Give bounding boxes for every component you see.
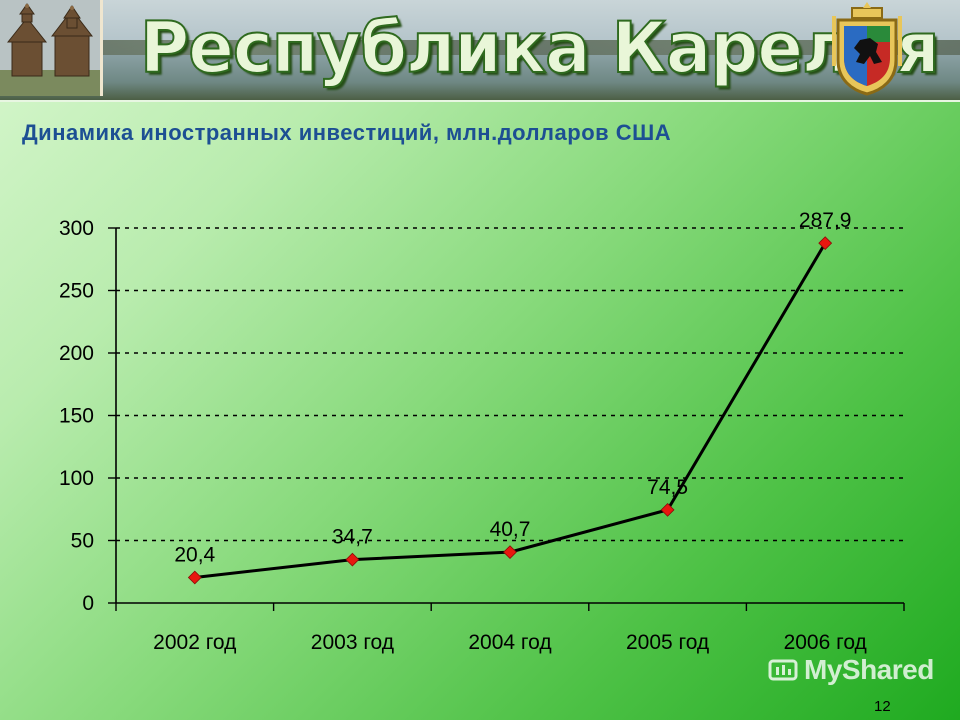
page-number: 12 <box>874 698 891 715</box>
chart-series <box>187 236 833 585</box>
data-label: 20,4 <box>174 544 215 567</box>
y-tick-label: 50 <box>71 530 94 553</box>
header-banner: Республика Карелия <box>0 0 960 102</box>
y-tick-label: 150 <box>59 405 94 428</box>
line-chart: 0 50 100 150 200 250 300 2002 год 2003 год 2004 … <box>59 209 905 654</box>
y-tick-label: 200 <box>59 342 94 365</box>
data-point-marker <box>345 552 360 567</box>
data-label: 34,7 <box>332 526 373 549</box>
data-point-marker <box>818 236 833 251</box>
watermark-text: MyShared <box>804 654 934 685</box>
data-label: 40,7 <box>490 518 531 541</box>
banner-water <box>0 55 960 100</box>
y-tick-label: 300 <box>59 217 94 240</box>
banner-title: Республика Карелия <box>139 6 940 90</box>
y-axis-ticks: 0 50 100 150 200 250 300 <box>59 217 116 615</box>
coat-of-arms-icon <box>832 2 902 96</box>
myshared-logo-icon <box>768 659 798 681</box>
x-tick-label: 2003 год <box>311 631 394 654</box>
y-tick-label: 100 <box>59 467 94 490</box>
watermark: MyShared <box>768 654 934 686</box>
data-point-marker <box>187 570 202 585</box>
chart-subtitle: Динамика иностранных инвестиций, млн.дол… <box>22 120 672 145</box>
data-point-marker <box>660 502 675 517</box>
x-tick-label: 2004 год <box>468 631 551 654</box>
church-icon <box>0 0 103 96</box>
chart-grid <box>116 227 904 542</box>
data-label: 74,5 <box>647 476 688 499</box>
chart-data-labels: 20,4 34,7 40,7 74,5 287,9 <box>174 209 851 566</box>
x-axis-ticks: 2002 год 2003 год 2004 год 2005 год 2006 год <box>115 603 905 654</box>
x-tick-label: 2005 год <box>626 631 709 654</box>
data-label: 287,9 <box>799 209 852 232</box>
y-tick-label: 0 <box>82 592 94 615</box>
x-tick-label: 2002 год <box>153 631 236 654</box>
x-tick-label: 2006 год <box>784 631 867 654</box>
data-point-marker <box>503 545 517 560</box>
y-tick-label: 250 <box>59 280 94 303</box>
